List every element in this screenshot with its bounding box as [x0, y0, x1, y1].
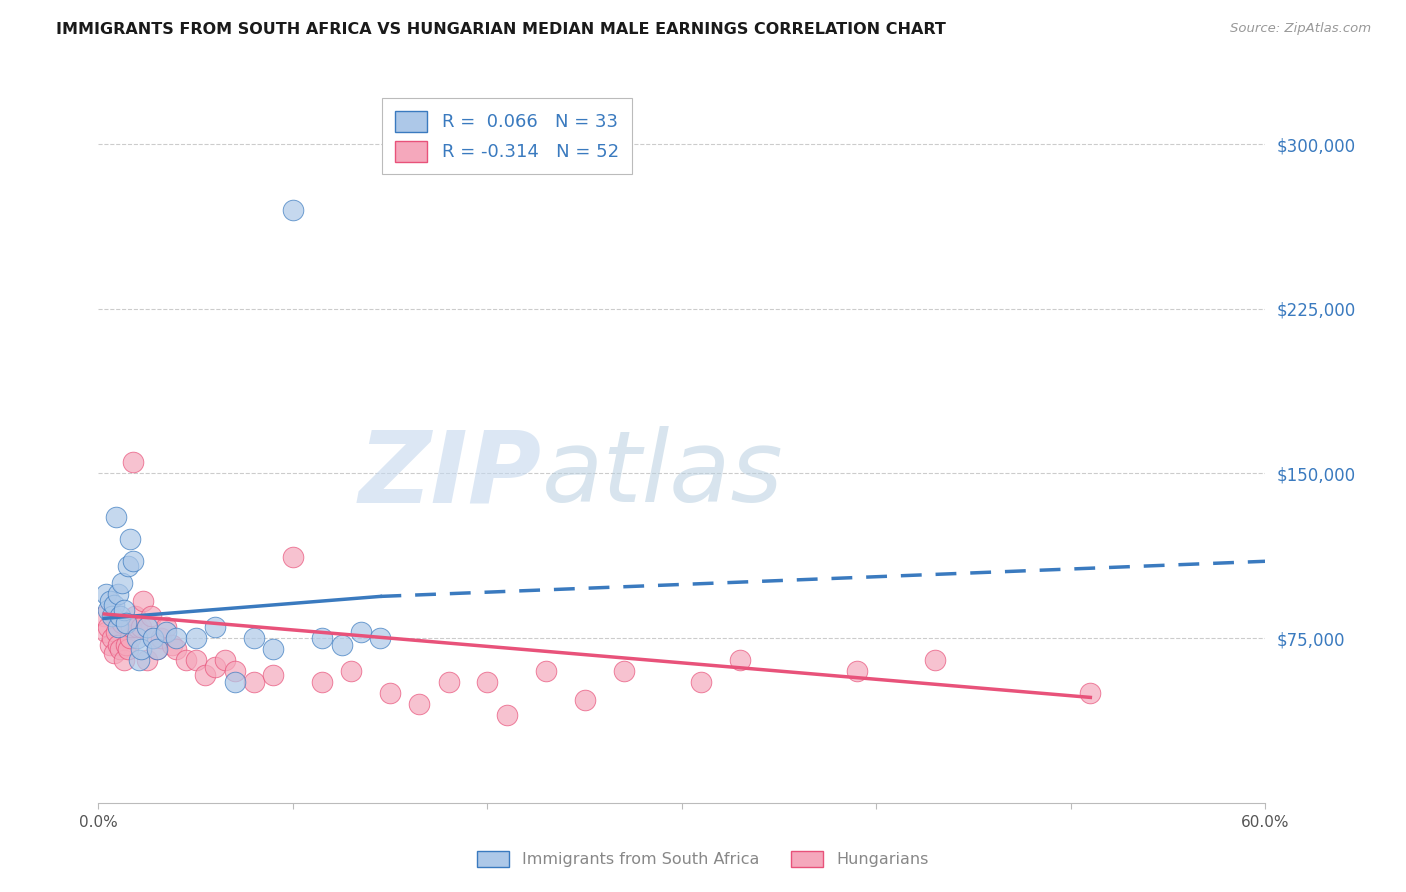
- Point: [350, 624, 373, 639]
- Text: IMMIGRANTS FROM SOUTH AFRICA VS HUNGARIAN MEDIAN MALE EARNINGS CORRELATION CHART: IMMIGRANTS FROM SOUTH AFRICA VS HUNGARIA…: [56, 22, 946, 37]
- Point: [243, 675, 266, 690]
- Point: [204, 620, 226, 634]
- Point: [574, 692, 596, 706]
- Point: [127, 631, 149, 645]
- Point: [136, 620, 159, 634]
- Point: [846, 664, 869, 678]
- Point: [437, 675, 460, 690]
- Point: [139, 609, 162, 624]
- Point: [281, 549, 304, 564]
- Point: [204, 659, 226, 673]
- Point: [534, 664, 557, 678]
- Point: [111, 615, 134, 630]
- Point: [330, 638, 353, 652]
- Point: [117, 558, 139, 573]
- Point: [101, 631, 124, 645]
- Point: [97, 620, 120, 634]
- Text: Source: ZipAtlas.com: Source: ZipAtlas.com: [1230, 22, 1371, 36]
- Point: [146, 642, 169, 657]
- Point: [101, 609, 124, 624]
- Text: atlas: atlas: [541, 426, 783, 523]
- Point: [129, 642, 152, 657]
- Point: [117, 642, 139, 657]
- Point: [1080, 686, 1102, 700]
- Point: [93, 609, 115, 624]
- Point: [122, 455, 145, 469]
- Point: [108, 609, 131, 624]
- Point: [214, 653, 236, 667]
- Point: [378, 686, 402, 700]
- Text: ZIP: ZIP: [359, 426, 541, 523]
- Point: [184, 631, 207, 645]
- Point: [262, 642, 284, 657]
- Point: [122, 554, 145, 568]
- Point: [97, 602, 120, 616]
- Point: [281, 202, 304, 217]
- Legend: Immigrants from South Africa, Hungarians: Immigrants from South Africa, Hungarians: [470, 843, 936, 875]
- Point: [118, 631, 141, 645]
- Point: [477, 675, 499, 690]
- Point: [165, 631, 187, 645]
- Point: [129, 620, 152, 634]
- Point: [98, 594, 121, 608]
- Point: [108, 642, 131, 657]
- Point: [495, 708, 517, 723]
- Legend: R =  0.066   N = 33, R = -0.314   N = 52: R = 0.066 N = 33, R = -0.314 N = 52: [382, 98, 631, 174]
- Point: [107, 638, 129, 652]
- Point: [104, 624, 127, 639]
- Point: [132, 594, 155, 608]
- Point: [103, 647, 125, 661]
- Point: [165, 642, 187, 657]
- Point: [96, 624, 118, 639]
- Point: [136, 653, 159, 667]
- Point: [142, 631, 165, 645]
- Point: [107, 620, 129, 634]
- Point: [114, 615, 136, 630]
- Point: [340, 664, 363, 678]
- Point: [98, 638, 121, 652]
- Point: [174, 653, 197, 667]
- Point: [690, 675, 713, 690]
- Point: [184, 653, 207, 667]
- Point: [104, 510, 127, 524]
- Point: [224, 675, 246, 690]
- Point: [112, 653, 135, 667]
- Point: [146, 642, 169, 657]
- Point: [149, 631, 172, 645]
- Point: [142, 631, 165, 645]
- Point: [128, 653, 150, 667]
- Point: [96, 587, 118, 601]
- Point: [408, 697, 430, 711]
- Point: [613, 664, 636, 678]
- Point: [124, 609, 146, 624]
- Point: [224, 664, 246, 678]
- Point: [924, 653, 946, 667]
- Point: [194, 668, 217, 682]
- Point: [262, 668, 284, 682]
- Point: [111, 576, 134, 591]
- Point: [162, 638, 184, 652]
- Point: [107, 587, 129, 601]
- Point: [311, 631, 333, 645]
- Point: [114, 638, 136, 652]
- Point: [370, 631, 392, 645]
- Point: [730, 653, 752, 667]
- Point: [118, 533, 141, 547]
- Point: [155, 624, 177, 639]
- Point: [103, 598, 125, 612]
- Point: [112, 602, 135, 616]
- Point: [121, 620, 143, 634]
- Point: [311, 675, 333, 690]
- Point: [243, 631, 266, 645]
- Point: [127, 620, 149, 634]
- Point: [155, 620, 177, 634]
